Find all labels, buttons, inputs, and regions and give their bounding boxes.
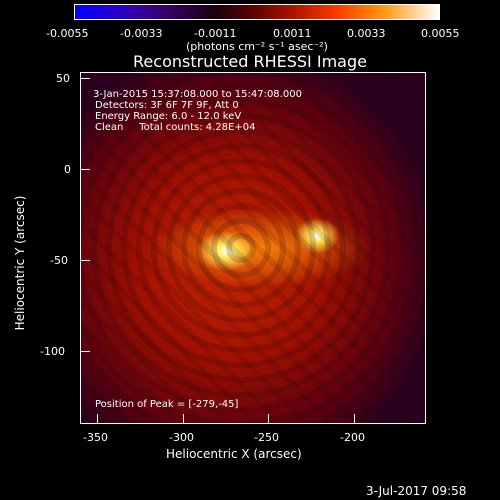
annotation-time-range: 3-Jan-2015 15:37:08.000 to 15:47:08.000 bbox=[93, 89, 302, 100]
annotation-energy-range: Energy Range: 6.0 - 12.0 keV bbox=[95, 111, 242, 122]
colorbar-tick-label: 0.0011 bbox=[273, 27, 312, 40]
colorbar-tick-label: -0.0011 bbox=[194, 27, 237, 40]
x-tick-label: -250 bbox=[254, 431, 279, 444]
colorbar-tick-label: 0.0055 bbox=[421, 27, 460, 40]
colorbar-units: (photons cm⁻² s⁻¹ asec⁻²) bbox=[186, 40, 328, 53]
x-tick-label: -300 bbox=[169, 431, 194, 444]
y-tick-label: 0 bbox=[64, 163, 71, 176]
colorbar-tick-label: -0.0055 bbox=[46, 27, 89, 40]
colorbar bbox=[74, 4, 440, 20]
y-tick-mark bbox=[80, 169, 90, 170]
x-tick-mark bbox=[97, 414, 98, 424]
annotation-peak-position: Position of Peak = [-279,-45] bbox=[95, 399, 239, 410]
date-stamp: 3-Jul-2017 09:58 bbox=[366, 484, 467, 498]
y-tick-label: 50 bbox=[56, 72, 70, 85]
x-tick-mark bbox=[354, 414, 355, 424]
image-texture bbox=[81, 73, 425, 423]
annotation-method-counts: Clean Total counts: 4.28E+04 bbox=[95, 122, 256, 133]
y-tick-mark bbox=[80, 260, 90, 261]
y-axis-label: Heliocentric Y (arcsec) bbox=[13, 195, 27, 331]
plot-title: Reconstructed RHESSI Image bbox=[133, 52, 367, 71]
rhessi-image: 3-Jan-2015 15:37:08.000 to 15:47:08.000 … bbox=[80, 72, 426, 424]
y-tick-label: -50 bbox=[50, 254, 68, 267]
x-tick-label: -350 bbox=[83, 431, 108, 444]
y-tick-label: -100 bbox=[40, 345, 65, 358]
colorbar-tick-label: -0.0033 bbox=[120, 27, 163, 40]
x-tick-mark bbox=[268, 414, 269, 424]
annotation-detectors: Detectors: 3F 6F 7F 9F, Att 0 bbox=[95, 100, 239, 111]
colorbar-tick-label: 0.0033 bbox=[347, 27, 386, 40]
y-tick-mark bbox=[80, 78, 90, 79]
x-axis-label: Heliocentric X (arcsec) bbox=[166, 447, 302, 461]
y-tick-mark bbox=[80, 351, 90, 352]
x-tick-label: -200 bbox=[340, 431, 365, 444]
x-tick-mark bbox=[183, 414, 184, 424]
